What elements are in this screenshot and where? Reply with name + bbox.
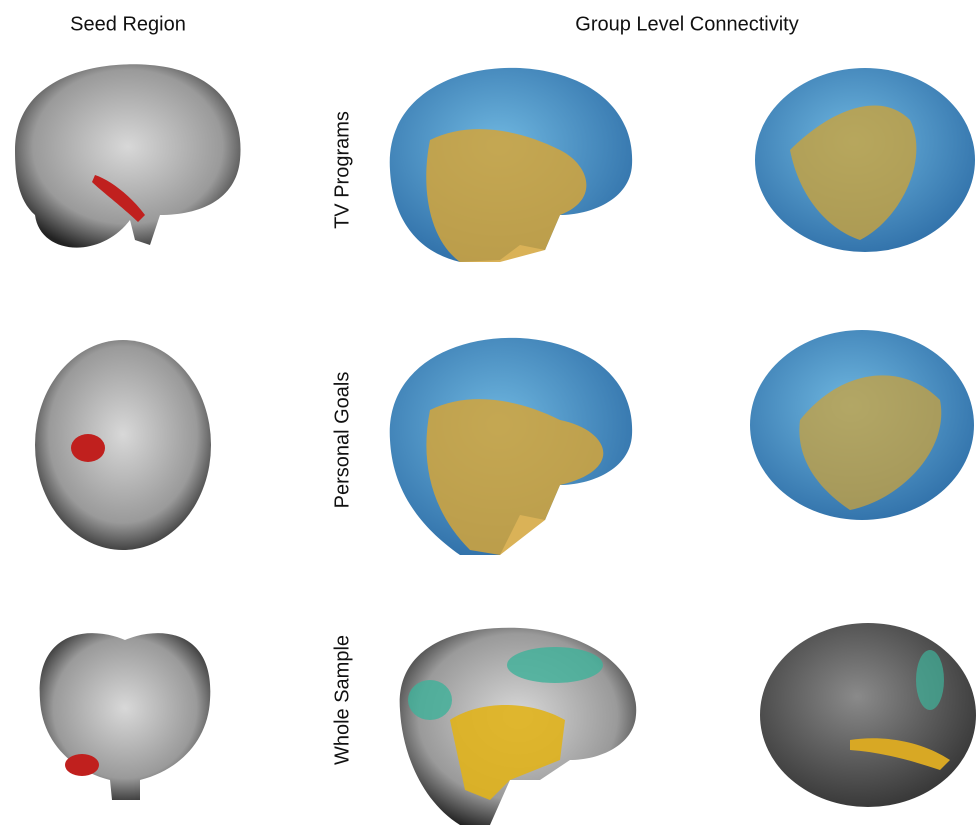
seed-sagittal bbox=[15, 64, 241, 247]
row-label: Whole Sample bbox=[331, 635, 353, 765]
figure: Seed Region Group Level Connectivity TV … bbox=[0, 0, 979, 831]
connectivity-3d bbox=[760, 623, 976, 807]
connectivity-sagittal bbox=[390, 338, 632, 555]
connectivity-sagittal bbox=[390, 68, 632, 262]
column-header: Group Level Connectivity bbox=[575, 13, 798, 35]
seed-axial bbox=[35, 340, 211, 550]
connectivity-sagittal bbox=[400, 628, 637, 825]
seed-coronal bbox=[40, 633, 211, 800]
column-header: Seed Region bbox=[70, 13, 186, 35]
row-label: TV Programs bbox=[331, 111, 353, 229]
connectivity-3d bbox=[750, 330, 974, 520]
row-label: Personal Goals bbox=[331, 372, 353, 509]
connectivity-3d bbox=[755, 68, 975, 252]
